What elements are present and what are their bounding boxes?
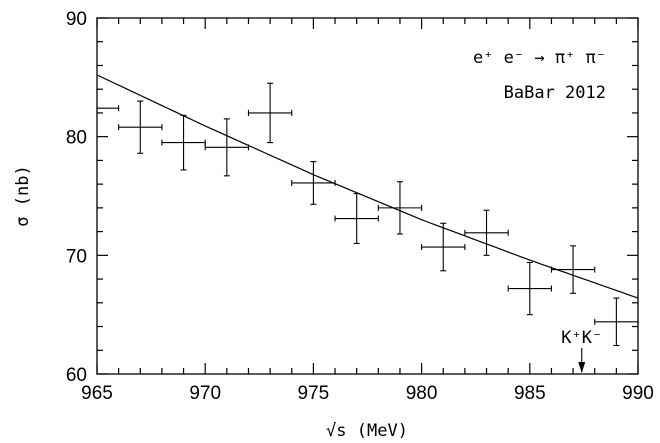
fit-curve-layer (96, 74, 639, 299)
data-point (377, 181, 423, 235)
x-tick-label: 975 (298, 383, 330, 404)
data-point (247, 82, 293, 144)
fit-curve (96, 74, 639, 299)
kk-threshold-marker: K⁺K⁻ (561, 328, 602, 373)
x-tick-label: 985 (514, 383, 546, 404)
y-tick-label: 80 (66, 128, 87, 149)
data-point (421, 222, 466, 272)
x-tick-label: 965 (81, 383, 113, 404)
data-point (550, 245, 596, 294)
data-points-layer (97, 82, 639, 347)
x-tick-label: 980 (406, 383, 438, 404)
plot-frame (96, 17, 639, 375)
data-point (97, 105, 120, 112)
experiment-annotation: BaBar 2012 (504, 83, 606, 103)
kk-threshold-label: K⁺K⁻ (561, 328, 602, 348)
tick-labels-layer: 965 970 975 980 985 990 60 70 80 90 (66, 9, 654, 404)
x-axis-label: √s (MeV) (326, 421, 408, 441)
data-point (464, 209, 509, 256)
data-point (291, 161, 336, 205)
data-point (204, 118, 250, 177)
data-point (507, 261, 552, 316)
y-tick-label: 60 (66, 365, 87, 386)
process-annotation: e⁺ e⁻ → π⁺ π⁻ (473, 48, 606, 68)
x-tick-label: 970 (189, 383, 221, 404)
y-axis-label: σ (nb) (13, 165, 33, 226)
x-tick-label: 990 (622, 383, 654, 404)
data-point (334, 193, 379, 245)
kk-threshold-arrow-head (578, 362, 586, 373)
y-tick-label: 90 (66, 9, 87, 30)
data-point (118, 100, 163, 154)
axis-ticks (96, 17, 639, 375)
y-tick-label: 70 (66, 246, 87, 267)
